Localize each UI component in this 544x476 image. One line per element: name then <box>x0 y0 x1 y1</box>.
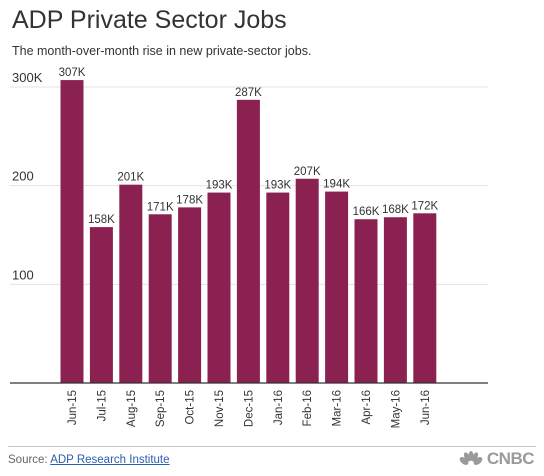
bar-oct-15 <box>178 207 202 383</box>
x-tick-labels: Jun-15 Jul-15 Aug-15 Sep-15 Oct-15 Nov-15 Dec-… <box>67 390 432 428</box>
y-tick-label: 300K <box>12 70 43 85</box>
x-tick-label: Feb-16 <box>302 390 314 426</box>
data-label: 194K <box>323 179 350 191</box>
x-tick-label: Mar-16 <box>332 390 344 426</box>
bar-feb-16 <box>295 178 319 383</box>
peacock-icon <box>459 451 483 465</box>
x-tick-label: Aug-15 <box>126 390 138 427</box>
data-label: 172K <box>411 200 438 212</box>
source-prefix: Source: <box>8 454 51 466</box>
data-label: 207K <box>294 166 321 178</box>
data-labels: 307K158K201K171K178K193K287K193K207K194K… <box>59 67 439 226</box>
bar-jun-16 <box>413 213 437 383</box>
data-label: 171K <box>147 201 174 213</box>
y-tick-label: 100 <box>12 267 34 282</box>
x-tick-label: Nov-15 <box>214 390 226 427</box>
logo-wordmark: CNBC <box>486 449 535 468</box>
y-tick-labels: 100 200 300K <box>12 70 43 282</box>
data-label: 201K <box>117 172 144 184</box>
data-label: 168K <box>382 204 409 216</box>
bar-jun-15 <box>60 80 84 384</box>
cnbc-logo: CNBC <box>459 449 535 469</box>
source-note: Source: ADP Research Institute <box>8 454 170 466</box>
bar-sep-15 <box>148 214 172 383</box>
x-tick-label: Jun-15 <box>67 390 79 425</box>
bar-dec-15 <box>236 99 260 384</box>
data-label: 193K <box>206 180 233 192</box>
chart-subtitle: The month-over-month rise in new private… <box>12 44 312 58</box>
data-label: 193K <box>264 180 291 192</box>
chart-title: ADP Private Sector Jobs <box>12 6 287 34</box>
bar-apr-16 <box>354 219 378 383</box>
data-label: 166K <box>353 206 380 218</box>
bars <box>60 80 437 384</box>
bar-mar-16 <box>325 191 349 383</box>
bar-aug-15 <box>119 184 143 383</box>
footer-divider <box>8 446 536 447</box>
x-tick-label: Apr-16 <box>361 390 373 425</box>
data-label: 287K <box>235 87 262 99</box>
x-tick-label: Jul-15 <box>96 390 108 421</box>
bar-jul-15 <box>89 227 113 383</box>
data-label: 178K <box>176 194 203 206</box>
y-tick-label: 200 <box>12 169 34 184</box>
bar-jan-16 <box>266 192 290 383</box>
bar-nov-15 <box>207 192 231 383</box>
x-tick-label: Jun-16 <box>420 390 432 425</box>
x-tick-label: Jan-16 <box>273 390 285 425</box>
x-tick-label: Dec-15 <box>243 390 255 427</box>
x-tick-label: Sep-15 <box>155 390 167 427</box>
source-link[interactable]: ADP Research Institute <box>50 454 170 466</box>
x-tick-label: Oct-15 <box>185 390 197 425</box>
data-label: 158K <box>88 214 115 226</box>
data-label: 307K <box>59 67 86 79</box>
x-tick-label: May-16 <box>390 390 402 428</box>
bar-may-16 <box>383 217 407 383</box>
